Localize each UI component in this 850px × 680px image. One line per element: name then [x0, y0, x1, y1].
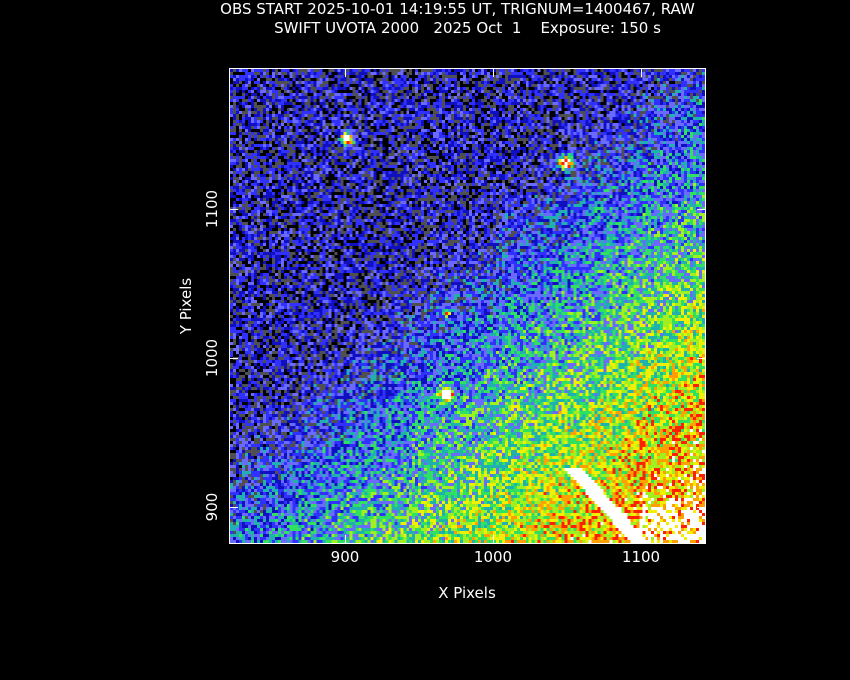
- x-tick-label: 1000: [473, 548, 513, 566]
- tick-mark: [697, 209, 705, 211]
- tick-mark: [345, 535, 347, 543]
- image-area: [230, 69, 705, 543]
- tick-mark: [697, 358, 705, 360]
- x-tick-label: 900: [330, 548, 360, 566]
- tick-mark: [641, 69, 643, 77]
- tick-mark: [697, 507, 705, 509]
- heatmap-image: [230, 69, 705, 543]
- tick-mark: [493, 69, 495, 77]
- tick-mark: [230, 358, 238, 360]
- tick-mark: [641, 535, 643, 543]
- tick-mark: [230, 209, 238, 211]
- y-tick-label: 1000: [203, 338, 221, 378]
- tick-mark: [345, 69, 347, 77]
- x-axis-label: X Pixels: [438, 584, 496, 602]
- y-axis-label: Y Pixels: [177, 277, 195, 335]
- chart-title: OBS START 2025-10-01 14:19:55 UT, TRIGNU…: [220, 0, 695, 18]
- y-tick-label: 900: [203, 492, 221, 522]
- y-tick-label: 1100: [203, 189, 221, 229]
- tick-mark: [230, 507, 238, 509]
- x-tick-label: 1100: [621, 548, 661, 566]
- chart-subtitle: SWIFT UVOTA 2000 2025 Oct 1 Exposure: 15…: [274, 19, 661, 37]
- tick-mark: [493, 535, 495, 543]
